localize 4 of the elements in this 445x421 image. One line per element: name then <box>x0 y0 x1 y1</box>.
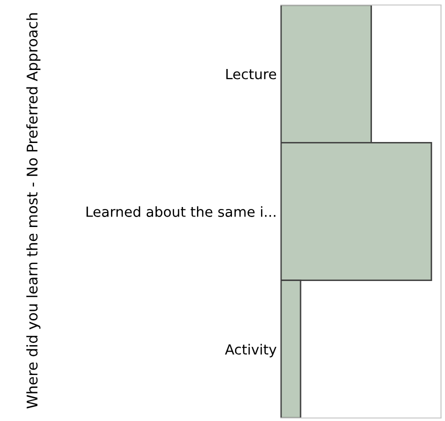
y-tick-label: Activity <box>225 344 276 358</box>
y-tick-label: Lecture <box>226 68 276 80</box>
y-tick-label: Learned about the same i... <box>86 206 276 217</box>
y-axis-title: Where did you learn the most - No Preferred Approach <box>26 13 40 408</box>
